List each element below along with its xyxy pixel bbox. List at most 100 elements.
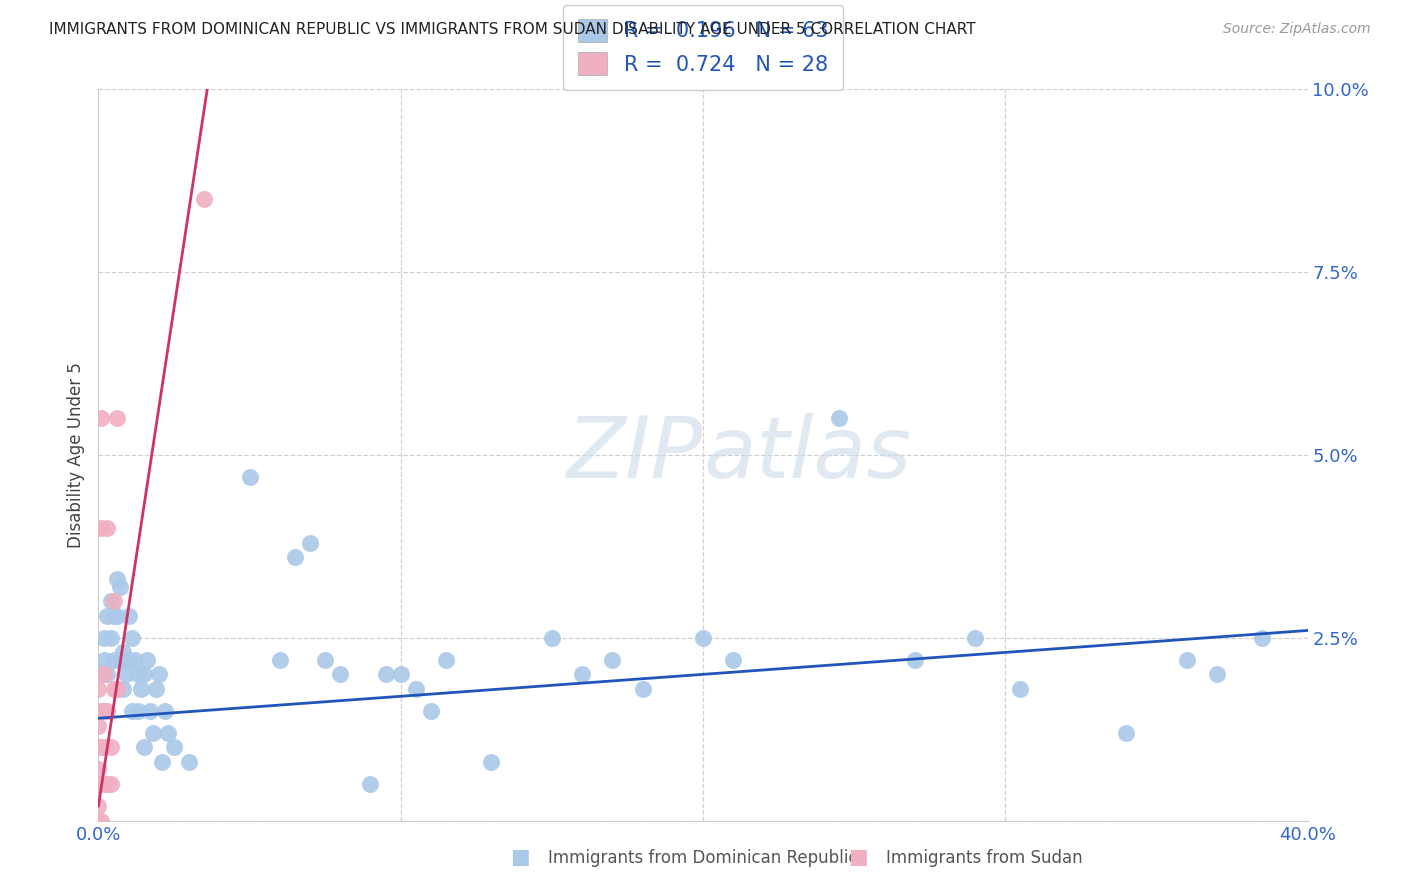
Point <box>96 667 118 681</box>
Point <box>118 653 141 667</box>
Point <box>132 667 155 681</box>
Point <box>193 192 215 206</box>
Legend: R =  0.196   N = 63, R =  0.724   N = 28: R = 0.196 N = 63, R = 0.724 N = 28 <box>564 4 842 89</box>
Point <box>111 681 134 696</box>
Point <box>904 653 927 667</box>
Point <box>239 470 262 484</box>
Point <box>93 777 115 791</box>
Point <box>103 681 125 696</box>
Point <box>405 681 427 696</box>
Point <box>87 763 110 777</box>
Point <box>90 411 112 425</box>
Point <box>96 521 118 535</box>
Point <box>692 631 714 645</box>
Point <box>93 704 115 718</box>
Point <box>540 631 562 645</box>
Point <box>100 631 122 645</box>
Point <box>132 740 155 755</box>
Point <box>90 740 112 755</box>
Point <box>314 653 336 667</box>
Point <box>90 667 112 681</box>
Point <box>121 631 143 645</box>
Point <box>965 631 987 645</box>
Point <box>103 653 125 667</box>
Point <box>153 704 176 718</box>
Point <box>93 653 115 667</box>
Point <box>284 550 307 565</box>
Point <box>481 755 503 769</box>
Point <box>105 608 128 623</box>
Point <box>103 594 125 608</box>
Point <box>127 704 149 718</box>
Point <box>329 667 352 681</box>
Text: IMMIGRANTS FROM DOMINICAN REPUBLIC VS IMMIGRANTS FROM SUDAN DISABILITY AGE UNDER: IMMIGRANTS FROM DOMINICAN REPUBLIC VS IM… <box>49 22 976 37</box>
Point <box>87 777 110 791</box>
Point <box>93 631 115 645</box>
Point <box>374 667 396 681</box>
Point <box>139 704 162 718</box>
Point <box>389 667 412 681</box>
Point <box>96 704 118 718</box>
Point <box>571 667 593 681</box>
Point <box>434 653 457 667</box>
Point <box>163 740 186 755</box>
Point <box>118 608 141 623</box>
Point <box>631 681 654 696</box>
Point <box>1206 667 1229 681</box>
Point <box>1115 726 1137 740</box>
Point <box>96 777 118 791</box>
Point <box>1010 681 1032 696</box>
Point <box>124 653 146 667</box>
Point <box>93 667 115 681</box>
Point <box>129 681 152 696</box>
Point <box>90 814 112 828</box>
Point <box>269 653 291 667</box>
Y-axis label: Disability Age Under 5: Disability Age Under 5 <box>66 362 84 548</box>
Point <box>87 681 110 696</box>
Point <box>1175 653 1198 667</box>
Point <box>148 667 170 681</box>
Point <box>723 653 745 667</box>
Text: Immigrants from Sudan: Immigrants from Sudan <box>886 849 1083 867</box>
Point <box>87 814 110 828</box>
Point <box>105 572 128 586</box>
Point <box>145 681 167 696</box>
Point <box>127 667 149 681</box>
Point <box>87 799 110 814</box>
Point <box>299 535 322 549</box>
Point <box>142 726 165 740</box>
Point <box>87 718 110 732</box>
Point <box>135 653 157 667</box>
Point <box>150 755 173 769</box>
Text: Source: ZipAtlas.com: Source: ZipAtlas.com <box>1223 22 1371 37</box>
Point <box>602 653 624 667</box>
Point <box>90 521 112 535</box>
Point <box>121 704 143 718</box>
Text: Immigrants from Dominican Republic: Immigrants from Dominican Republic <box>548 849 858 867</box>
Text: ■: ■ <box>848 847 868 867</box>
Point <box>108 580 131 594</box>
Point <box>100 740 122 755</box>
Point <box>87 740 110 755</box>
Point <box>100 594 122 608</box>
Point <box>108 653 131 667</box>
Text: atlas: atlas <box>703 413 911 497</box>
Point <box>828 411 851 425</box>
Point <box>1251 631 1274 645</box>
Point <box>114 667 136 681</box>
Text: ZIP: ZIP <box>567 413 703 497</box>
Point <box>96 608 118 623</box>
Point <box>87 704 110 718</box>
Point <box>90 777 112 791</box>
Point <box>93 740 115 755</box>
Point <box>111 645 134 659</box>
Point <box>90 704 112 718</box>
Point <box>105 411 128 425</box>
Point <box>420 704 443 718</box>
Point <box>179 755 201 769</box>
Point <box>360 777 382 791</box>
Point <box>100 777 122 791</box>
Point <box>105 681 128 696</box>
Point <box>156 726 179 740</box>
Point <box>103 608 125 623</box>
